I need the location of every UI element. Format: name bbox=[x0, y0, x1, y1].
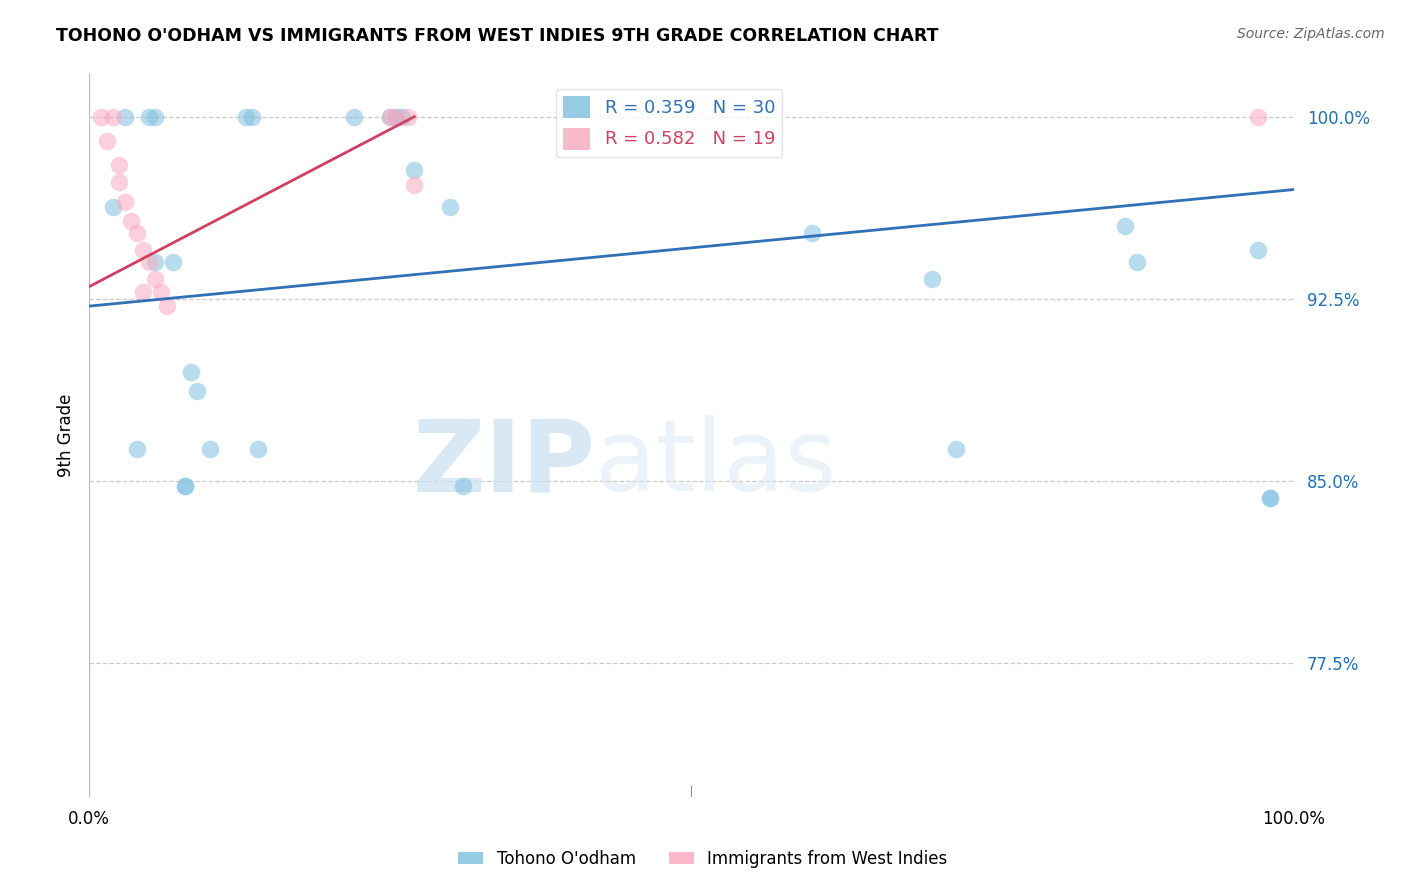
Point bbox=[127, 442, 149, 457]
Point bbox=[439, 200, 461, 214]
Point bbox=[132, 285, 155, 299]
Point bbox=[114, 194, 136, 209]
Point bbox=[921, 272, 943, 286]
Point bbox=[186, 384, 208, 399]
Point bbox=[101, 110, 124, 124]
Point bbox=[800, 227, 823, 241]
Text: atlas: atlas bbox=[595, 416, 837, 512]
Point bbox=[108, 158, 131, 172]
Point bbox=[180, 365, 202, 379]
Text: ZIP: ZIP bbox=[412, 416, 595, 512]
Point bbox=[240, 110, 263, 124]
Point bbox=[150, 285, 173, 299]
Legend: R = 0.359   N = 30, R = 0.582   N = 19: R = 0.359 N = 30, R = 0.582 N = 19 bbox=[555, 89, 782, 157]
Point bbox=[343, 110, 366, 124]
Point bbox=[945, 442, 967, 457]
Legend: Tohono O'odham, Immigrants from West Indies: Tohono O'odham, Immigrants from West Ind… bbox=[451, 844, 955, 875]
Point bbox=[380, 110, 402, 124]
Point bbox=[138, 110, 160, 124]
Point bbox=[391, 110, 413, 124]
Point bbox=[404, 178, 426, 192]
Point bbox=[380, 110, 402, 124]
Point bbox=[174, 479, 197, 493]
Point bbox=[127, 227, 149, 241]
Point bbox=[114, 110, 136, 124]
Text: Source: ZipAtlas.com: Source: ZipAtlas.com bbox=[1237, 27, 1385, 41]
Point bbox=[138, 255, 160, 269]
Point bbox=[143, 110, 166, 124]
Point bbox=[385, 110, 408, 124]
Point bbox=[162, 255, 184, 269]
Point bbox=[101, 200, 124, 214]
Point bbox=[396, 110, 419, 124]
Point bbox=[1246, 244, 1268, 258]
Point bbox=[90, 110, 112, 124]
Point bbox=[120, 214, 142, 228]
Point bbox=[174, 479, 197, 493]
Text: TOHONO O'ODHAM VS IMMIGRANTS FROM WEST INDIES 9TH GRADE CORRELATION CHART: TOHONO O'ODHAM VS IMMIGRANTS FROM WEST I… bbox=[56, 27, 939, 45]
Point bbox=[108, 175, 131, 189]
Point bbox=[143, 272, 166, 286]
Point bbox=[1126, 255, 1149, 269]
Point bbox=[1246, 110, 1268, 124]
Point bbox=[1258, 491, 1281, 505]
Point bbox=[404, 163, 426, 178]
Point bbox=[198, 442, 221, 457]
Point bbox=[1114, 219, 1136, 233]
Point bbox=[132, 244, 155, 258]
Y-axis label: 9th Grade: 9th Grade bbox=[58, 393, 75, 476]
Point bbox=[246, 442, 269, 457]
Point bbox=[385, 110, 408, 124]
Point bbox=[451, 479, 474, 493]
Point bbox=[96, 134, 118, 148]
Point bbox=[156, 299, 179, 313]
Point bbox=[143, 255, 166, 269]
Point bbox=[1258, 491, 1281, 505]
Point bbox=[235, 110, 257, 124]
